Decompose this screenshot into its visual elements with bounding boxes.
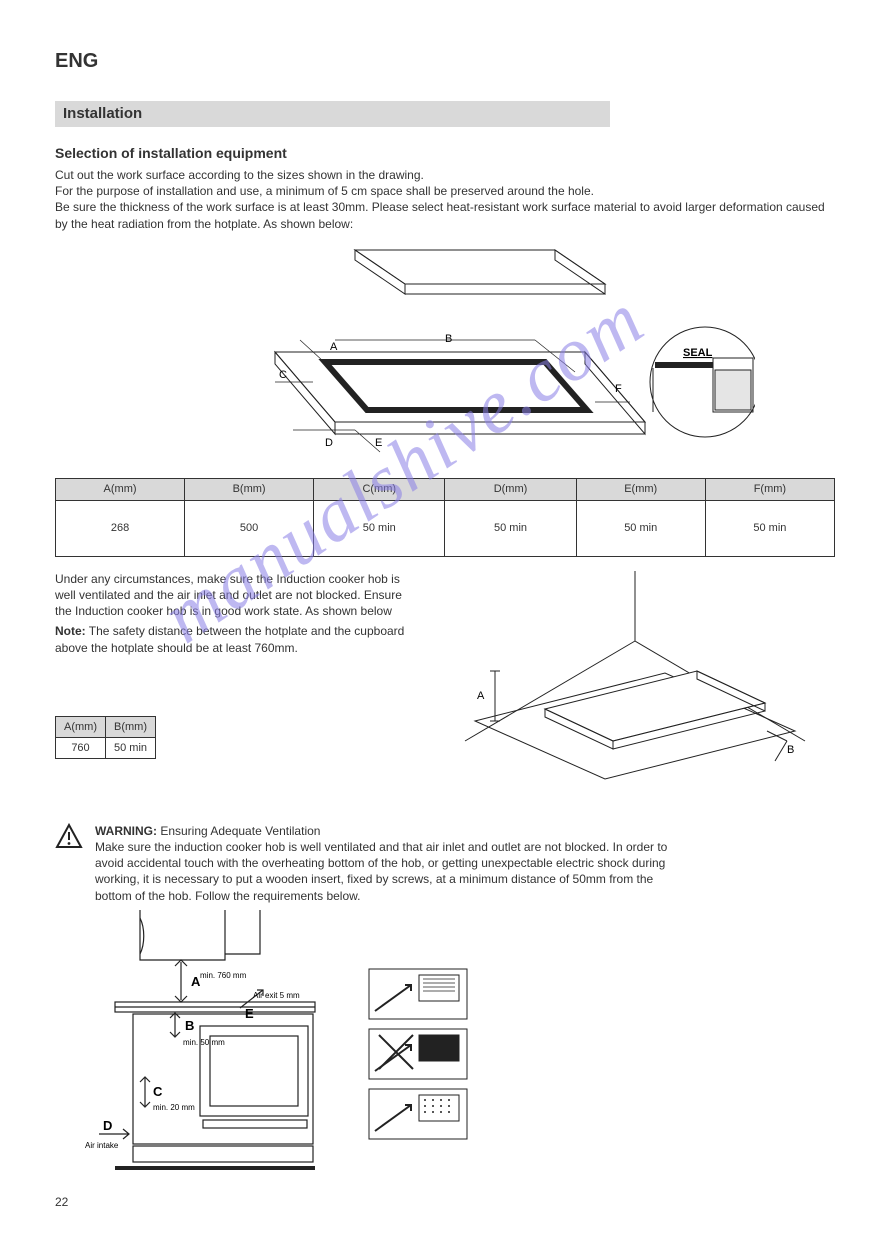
dim-th-f: F(mm) xyxy=(705,478,834,500)
subheading-selection: Selection of installation equipment xyxy=(55,145,838,161)
fig2-label-b: B xyxy=(787,744,794,756)
dim-th-a: A(mm) xyxy=(56,478,185,500)
clearance-diagram-svg: A B xyxy=(435,571,835,791)
dim-th-c: C(mm) xyxy=(314,478,445,500)
sub3-line-3: bottom of the hob. Follow the requiremen… xyxy=(95,889,360,903)
fig3-dim-a: min. 760 mm xyxy=(200,971,247,980)
dimension-table: A(mm) B(mm) C(mm) D(mm) E(mm) F(mm) 268 … xyxy=(55,478,835,557)
dim-td-c: 50 min xyxy=(314,500,445,556)
sub3-line-2: working, it is necessary to put a wooden… xyxy=(95,872,653,886)
fig2-label-a: A xyxy=(477,690,485,702)
fig3-label-b: B xyxy=(185,1018,194,1033)
dim-th-b: B(mm) xyxy=(185,478,314,500)
manual-page: manualshive.com ENG Installation Selecti… xyxy=(0,0,893,1233)
fig3-dim-d: Air intake xyxy=(85,1141,119,1150)
note-label: Note: xyxy=(55,624,86,638)
fig3-dim-e: Air exit 5 mm xyxy=(253,991,300,1000)
fig1-label-seal: SEAL xyxy=(683,347,713,359)
fig3-label-e: E xyxy=(245,1006,254,1021)
warning-block: WARNING: Ensuring Adequate Ventilation M… xyxy=(55,823,838,904)
fig3-label-d: D xyxy=(103,1118,112,1133)
note-text: The safety distance between the hotplate… xyxy=(55,624,404,654)
oven-diagram-svg: A B E C D min. 760 mm min. 50 mm min. 20… xyxy=(85,910,345,1170)
table-row: 268 500 50 min 50 min 50 min 50 min xyxy=(56,500,835,556)
note-line: Note: The safety distance between the ho… xyxy=(55,623,415,655)
figure-cutout-and-seal: A B C D E F SEAL xyxy=(235,242,838,472)
warning-icon xyxy=(55,823,85,854)
sub3-line-0: Make sure the induction cooker hob is we… xyxy=(95,840,667,854)
fig3-dim-b: min. 50 mm xyxy=(183,1038,225,1047)
dim-th-d: D(mm) xyxy=(445,478,576,500)
figure-oven-ventilation: A B E C D min. 760 mm min. 50 mm min. 20… xyxy=(55,910,838,1180)
clearance-table: A(mm) B(mm) 760 50 min xyxy=(55,716,156,759)
fig1-label-d: D xyxy=(325,437,333,449)
figure-ventilation-distance: Under any circumstances, make sure the I… xyxy=(55,571,838,801)
dim-td-d: 50 min xyxy=(445,500,576,556)
fig1-label-b: B xyxy=(445,333,452,345)
dim-td-f: 50 min xyxy=(705,500,834,556)
fig1-label-f: F xyxy=(615,383,622,395)
dim-td-a: 268 xyxy=(56,500,185,556)
clr-th-a: A(mm) xyxy=(56,716,106,737)
clr-td-a: 760 xyxy=(56,737,106,758)
fig3-dim-c: min. 20 mm xyxy=(153,1103,195,1112)
table-row: A(mm) B(mm) C(mm) D(mm) E(mm) F(mm) xyxy=(56,478,835,500)
cutout-diagram-svg: A B C D E F SEAL xyxy=(235,242,755,472)
page-number: 22 xyxy=(55,1195,68,1209)
dim-th-e: E(mm) xyxy=(576,478,705,500)
table-row: A(mm) B(mm) xyxy=(56,716,156,737)
clr-td-b: 50 min xyxy=(106,737,156,758)
paragraph-intro: Cut out the work surface according to th… xyxy=(55,167,835,232)
dim-td-b: 500 xyxy=(185,500,314,556)
table-row: 760 50 min xyxy=(56,737,156,758)
sub3-line-1: avoid accidental touch with the overheat… xyxy=(95,856,665,870)
fig1-label-e: E xyxy=(375,437,382,449)
fig1-label-c: C xyxy=(279,369,287,381)
warning-label: WARNING: xyxy=(95,824,160,838)
fig3-label-c: C xyxy=(153,1084,163,1099)
clr-th-b: B(mm) xyxy=(106,716,156,737)
dim-td-e: 50 min xyxy=(576,500,705,556)
vent-icons-svg xyxy=(365,965,475,1155)
section-heading-installation: Installation xyxy=(55,101,610,127)
paragraph-ventilation: Under any circumstances, make sure the I… xyxy=(55,571,415,620)
fig1-label-a: A xyxy=(330,341,338,353)
language-label: ENG xyxy=(55,50,838,73)
warning-title: Ensuring Adequate Ventilation xyxy=(160,824,320,838)
